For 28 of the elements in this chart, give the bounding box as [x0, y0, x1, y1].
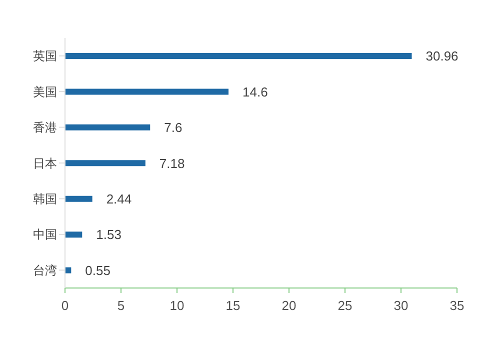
data-label: 1.53 — [96, 227, 122, 242]
data-label: 14.6 — [242, 84, 268, 100]
x-tick-label: 30 — [394, 298, 408, 314]
bar — [65, 232, 82, 238]
bar — [65, 53, 412, 59]
y-tick-label: 英国 — [33, 49, 57, 64]
y-tick-label: 韩国 — [33, 192, 57, 206]
data-label: 30.96 — [426, 48, 458, 64]
y-tick-label: 美国 — [33, 84, 57, 99]
data-label: 0.55 — [85, 262, 110, 278]
y-tick-label: 中国 — [33, 228, 57, 242]
x-tick-label: 0 — [61, 298, 69, 314]
data-label: 2.44 — [106, 191, 132, 206]
y-tick-label: 香港 — [33, 120, 57, 135]
bar — [65, 124, 150, 130]
bar — [65, 160, 146, 166]
data-label: 7.18 — [159, 156, 185, 171]
x-tick-label: 25 — [338, 298, 352, 314]
x-tick-label: 35 — [450, 298, 464, 314]
y-tick-label: 台湾 — [33, 263, 57, 278]
x-tick-label: 10 — [170, 298, 184, 314]
x-tick-label: 15 — [226, 298, 240, 314]
x-tick-label: 5 — [117, 298, 125, 314]
bar — [65, 196, 92, 202]
x-tick-label: 20 — [282, 298, 296, 314]
bar — [65, 88, 229, 95]
data-label: 7.6 — [164, 120, 182, 136]
y-tick-label: 日本 — [33, 156, 57, 170]
